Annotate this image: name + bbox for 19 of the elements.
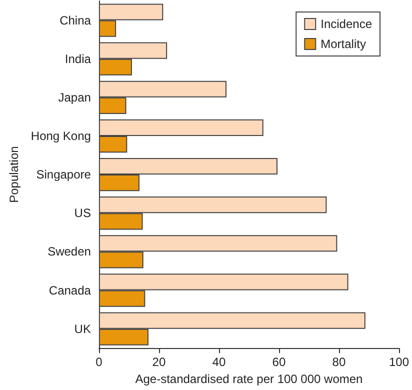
y-tick-label: UK: [74, 322, 91, 336]
y-axis-title: Population: [7, 146, 21, 203]
y-tick-label: Japan: [58, 90, 91, 104]
x-tick-label: 80: [332, 355, 346, 370]
x-tick-label: 40: [212, 355, 226, 370]
x-axis-title: Age-standardised rate per 100 000 women: [135, 372, 363, 386]
x-tick-label: 100: [388, 355, 410, 370]
legend-label: Incidence: [320, 17, 372, 31]
y-tick-label: Singapore: [36, 168, 92, 182]
y-tick-label: Sweden: [48, 244, 91, 259]
y-tick-label: Canada: [48, 283, 92, 298]
y-tick-label: India: [64, 52, 92, 66]
x-tick-label: 60: [272, 355, 286, 370]
y-tick-label: Hong Kong: [30, 128, 91, 143]
legend-label: Mortality: [320, 37, 366, 51]
x-tick-label: 0: [96, 355, 103, 370]
y-tick-label: US: [74, 206, 91, 220]
y-tick-label: China: [60, 13, 92, 28]
x-tick-label: 20: [152, 355, 166, 370]
